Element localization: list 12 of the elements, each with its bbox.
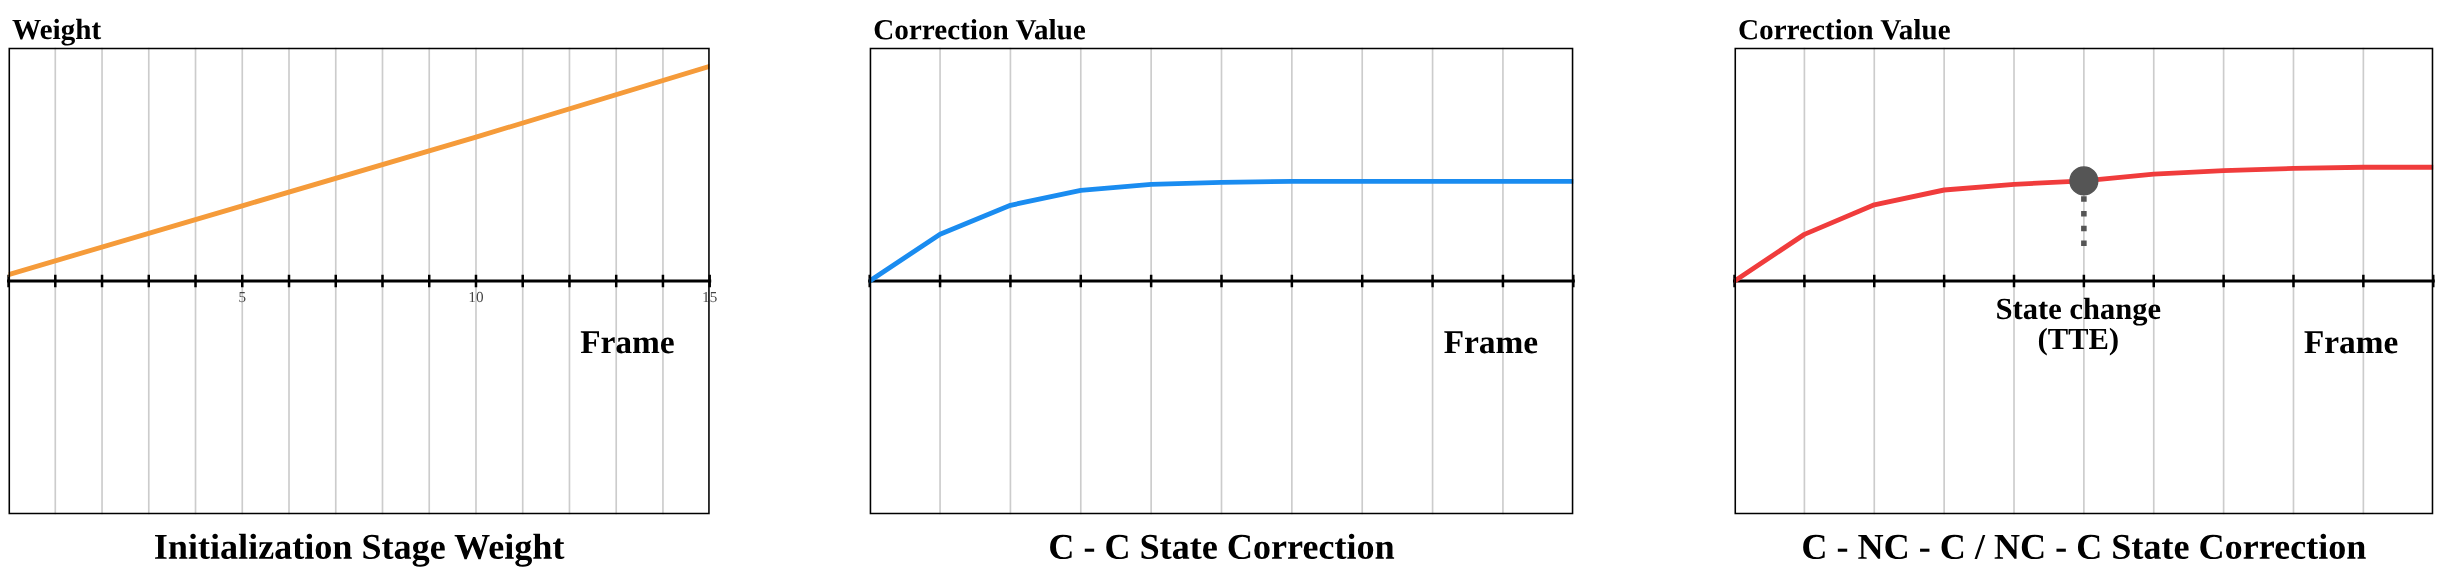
x-axis-title: Frame: [580, 331, 674, 354]
text: C - NC - C / NC - C State Correction: [1803, 533, 2366, 560]
text: Initialization Stage Weight: [155, 533, 565, 567]
x-axis-title: Frame: [1444, 331, 1538, 354]
y-axis-title: Correction Value: [1739, 19, 1950, 40]
text: State change (TTE): [1997, 297, 2161, 356]
x-tick-label: 10: [469, 291, 484, 303]
x-tick-label: 5: [239, 292, 246, 303]
text: C - C State Correction: [1050, 533, 1395, 560]
y-axis-title: Weight: [12, 18, 102, 46]
x-axis-title: Frame: [2304, 331, 2398, 354]
y-axis-title: Correction Value: [874, 19, 1086, 40]
